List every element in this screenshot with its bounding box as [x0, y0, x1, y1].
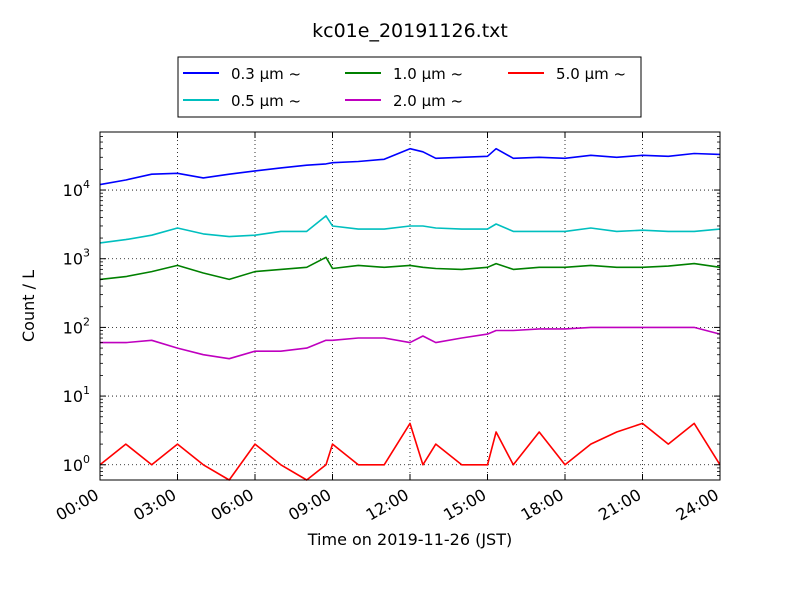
x-tick-label: 12:00 — [363, 485, 412, 525]
legend-box — [177, 56, 642, 118]
y-tick-label: 104 — [63, 178, 90, 200]
legend-label: 0.3 µm ~ — [231, 65, 301, 83]
x-tick-label: 03:00 — [130, 485, 179, 525]
series-line-0 — [99, 147, 721, 186]
x-tick-label: 06:00 — [208, 485, 257, 525]
x-tick-label: 21:00 — [595, 485, 644, 525]
y-tick-label: 103 — [63, 247, 90, 269]
legend-label: 2.0 µm ~ — [393, 92, 463, 110]
x-tick-label: 00:00 — [53, 485, 102, 525]
legend: 0.3 µm ~ 0.5 µm ~ 1.0 µm ~ 2.0 µm ~ 5.0 µm ~ — [177, 56, 642, 118]
legend-label: 5.0 µm ~ — [556, 65, 626, 83]
y-tick-label: 102 — [63, 315, 90, 337]
series-line-1 — [99, 215, 721, 244]
x-tick-label: 18:00 — [518, 485, 567, 525]
y-tick-labels: 100 101 102 103 104 — [63, 178, 90, 475]
ticks — [99, 131, 721, 481]
series-line-3 — [100, 326, 721, 360]
y-tick-label: 101 — [63, 384, 90, 406]
legend-entries: 0.3 µm ~ 0.5 µm ~ 1.0 µm ~ 2.0 µm ~ 5.0 µm ~ — [183, 65, 626, 110]
x-tick-label: 15:00 — [440, 485, 489, 525]
x-tick-labels: 00:00 03:00 06:00 09:00 12:00 15:00 18:00 21:00… — [53, 485, 722, 525]
x-tick-label: 09:00 — [285, 485, 334, 525]
plot-area — [99, 131, 721, 481]
legend-label: 1.0 µm ~ — [393, 65, 463, 83]
x-tick-label: 24:00 — [673, 485, 722, 525]
y-tick-label: 100 — [63, 453, 90, 475]
y-axis-label: Count / L — [19, 270, 38, 342]
legend-label: 0.5 µm ~ — [231, 92, 301, 110]
x-axis-label: Time on 2019-11-26 (JST) — [307, 530, 512, 549]
series-line-2 — [99, 256, 721, 281]
chart-title: kc01e_20191126.txt — [312, 20, 508, 42]
series-line-4 — [99, 422, 721, 481]
series-layer — [99, 147, 721, 481]
